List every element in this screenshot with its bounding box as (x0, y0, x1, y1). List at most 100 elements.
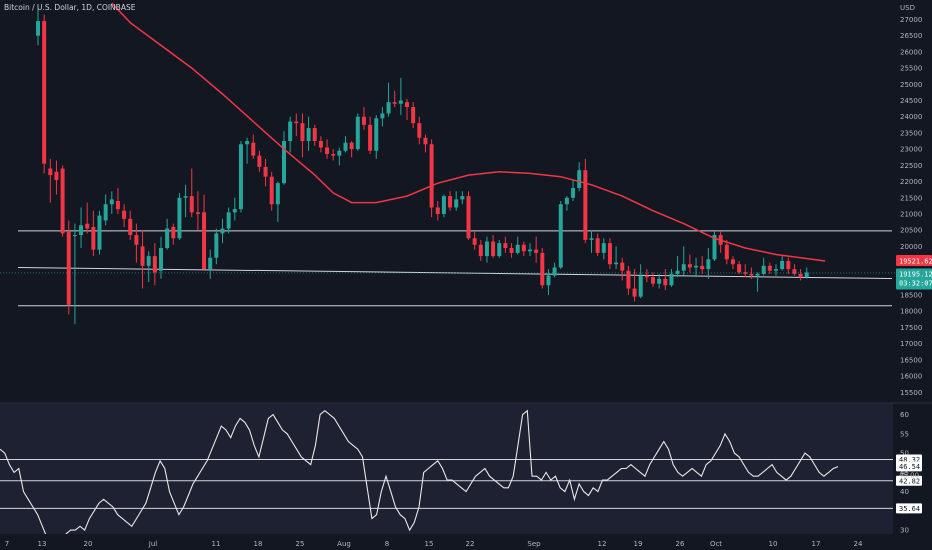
candle-body (361, 116, 366, 125)
price-tick-label: 22000 (900, 178, 922, 186)
candle (774, 264, 778, 276)
candle (564, 196, 569, 211)
candle (540, 248, 545, 289)
time-axis[interactable]: 7 13 20 Jul 11 18 25 Aug 8 15 22 Sep 12 19 26 Oct 10 17 24 (5, 540, 863, 548)
candle (36, 8, 40, 46)
candle-body (318, 141, 323, 148)
date-tick-label: 12 (598, 540, 607, 548)
last-price-box (896, 268, 932, 290)
price-tick-label: 16000 (900, 373, 922, 381)
price-tick-label: 23000 (900, 146, 922, 154)
candle-body (454, 199, 459, 208)
price-axis[interactable]: 1550016000165001700017500180001850019000… (896, 4, 932, 535)
candle (454, 191, 459, 211)
candle-body (712, 235, 717, 260)
candle (220, 218, 225, 244)
candle (687, 254, 692, 273)
candle (515, 236, 520, 255)
ma-tag-label: 19521.62 (899, 257, 932, 265)
candle-body (306, 128, 311, 142)
candle (491, 235, 496, 258)
candle (669, 269, 674, 287)
candle (146, 251, 151, 283)
candle-body (54, 171, 59, 180)
candle (583, 158, 588, 244)
candle (626, 265, 631, 296)
candle (257, 150, 262, 172)
candle-body (521, 244, 526, 252)
candle (159, 236, 163, 279)
candle-body (786, 260, 791, 270)
candle-body (300, 123, 305, 142)
rsi-tick-label: 30 (900, 527, 909, 535)
candle-body (614, 262, 619, 265)
candle-body (103, 204, 108, 221)
price-tick-label: 16500 (900, 356, 922, 364)
rsi-pane[interactable] (0, 402, 932, 550)
candle (577, 162, 582, 192)
candle (380, 106, 385, 127)
candle-body (195, 212, 200, 214)
candle (804, 267, 809, 279)
price-pane[interactable] (0, 2, 896, 325)
candle (411, 102, 416, 129)
candle-body (804, 272, 809, 278)
candle (509, 243, 514, 258)
candle-body (60, 168, 65, 234)
price-tick-label: 25500 (900, 65, 922, 73)
candle-body (183, 196, 188, 198)
candle (484, 236, 489, 263)
candle-body (282, 141, 286, 184)
candle (300, 113, 305, 158)
candle (601, 238, 606, 260)
candle (97, 210, 102, 255)
rsi-level-label: 35.64 (899, 505, 920, 513)
candle-body (275, 183, 280, 205)
candle (134, 223, 139, 263)
candle (638, 264, 643, 299)
date-tick-label: Aug (337, 540, 351, 548)
candle (405, 98, 409, 120)
candle (349, 141, 354, 158)
candle-body (632, 288, 637, 297)
candle (152, 243, 157, 286)
currency-label: USD (900, 4, 915, 12)
candle-body (226, 212, 231, 229)
price-tick-label: 26000 (900, 48, 922, 56)
date-tick-label: Sep (527, 540, 541, 548)
candle (171, 223, 176, 245)
candle-body (374, 118, 379, 151)
candle (79, 207, 84, 249)
price-tick-label: 18000 (900, 308, 922, 316)
candle-body (66, 231, 71, 305)
candle (226, 207, 231, 234)
candle-body (638, 275, 643, 297)
candle-body (552, 267, 557, 276)
candle-body (644, 275, 649, 278)
ma-tag-box (896, 254, 932, 266)
candle (755, 272, 760, 292)
candle (780, 256, 785, 271)
candle-body (497, 243, 502, 257)
candle-body (109, 199, 114, 205)
candle (460, 191, 465, 205)
candle-body (491, 241, 496, 257)
candle-body (577, 170, 582, 189)
candle-body (411, 106, 416, 124)
candle-body (386, 102, 391, 114)
candle-body (583, 170, 588, 240)
candle-body (331, 153, 336, 156)
candle-body (663, 278, 668, 286)
candle (368, 116, 373, 154)
candle-body (761, 265, 766, 274)
candle-body (571, 188, 576, 198)
candle (128, 210, 133, 240)
candle (786, 257, 791, 274)
date-tick-label: Jul (148, 540, 158, 548)
candle (558, 201, 563, 270)
candle-body (669, 273, 674, 286)
candle-body (288, 121, 293, 142)
candle (54, 160, 59, 195)
